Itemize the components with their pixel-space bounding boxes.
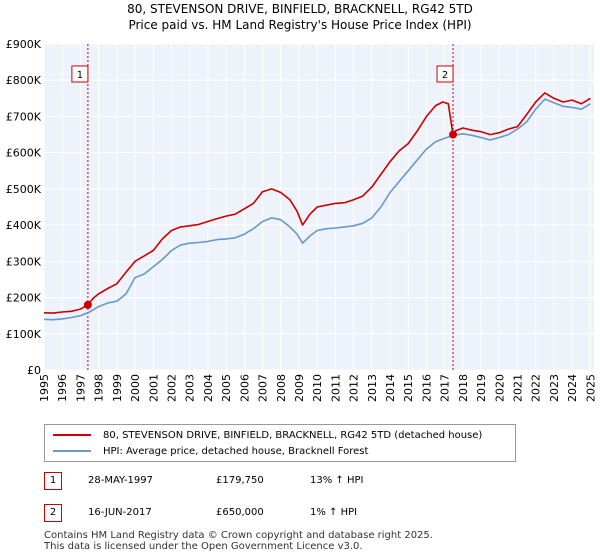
x-tick-label: 2006 [238, 374, 251, 402]
footer: Contains HM Land Registry data © Crown c… [44, 530, 433, 552]
legend-item-property: 80, STEVENSON DRIVE, BINFIELD, BRACKNELL… [53, 427, 482, 443]
y-tick-label: £800K [6, 74, 42, 87]
x-tick-label: 2020 [493, 374, 506, 402]
y-tick-label: £600K [6, 147, 42, 160]
x-tick-label: 2009 [293, 374, 306, 402]
series-line-property [43, 92, 591, 314]
sale-marker-1: 1 [44, 472, 62, 490]
x-tick-label: 1995 [38, 374, 51, 402]
legend-label-property: 80, STEVENSON DRIVE, BINFIELD, BRACKNELL… [103, 429, 483, 441]
x-tick-label: 2016 [420, 374, 433, 402]
chart-subtitle: Price paid vs. HM Land Registry's House … [128, 18, 472, 32]
x-tick-label: 2019 [475, 374, 488, 402]
x-tick-label: 2005 [220, 374, 233, 402]
x-tick-label: 2022 [530, 374, 543, 402]
footer-licence: This data is licensed under the Open Gov… [44, 541, 363, 552]
y-tick-label: £100K [6, 328, 42, 341]
sale-label-1: 1 [77, 70, 83, 81]
sale-point-1 [83, 300, 92, 309]
sale-label-box-1 [71, 65, 89, 83]
x-tick-label: 2018 [457, 374, 470, 402]
series-line-hpi [43, 98, 591, 321]
x-tick-label: 2000 [129, 374, 142, 402]
x-tick-label: 2011 [329, 374, 342, 402]
y-tick-label: £0 [27, 364, 41, 377]
sale-price-1: £179,750 [216, 475, 264, 486]
legend: 80, STEVENSON DRIVE, BINFIELD, BRACKNELL… [44, 424, 516, 462]
x-tick-label: 2021 [512, 374, 525, 402]
y-tick-label: £200K [6, 292, 42, 305]
chart-title: 80, STEVENSON DRIVE, BINFIELD, BRACKNELL… [127, 2, 473, 16]
x-tick-label: 2010 [311, 374, 324, 402]
sale-marker-2: 2 [44, 504, 62, 522]
x-tick-label: 2004 [202, 374, 215, 402]
x-tick-label: 2023 [548, 374, 561, 402]
x-tick-label: 1998 [93, 374, 106, 402]
x-tick-label: 1996 [56, 374, 69, 402]
x-tick-label: 1997 [74, 374, 87, 402]
sale-label-2: 2 [442, 70, 448, 81]
price-chart: £0 £100K £200K £300K £400K £500K £600K £700K £80… [6, 38, 598, 402]
x-tick-label: 2017 [439, 374, 452, 402]
legend-swatch-hpi [53, 450, 91, 452]
y-tick-label: £500K [6, 183, 42, 196]
sale-price-2: £650,000 [216, 507, 264, 518]
x-tick-label: 2002 [165, 374, 178, 402]
x-tick-label: 2015 [402, 374, 415, 402]
y-tick-label: £300K [6, 255, 42, 268]
y-tick-label: £400K [6, 219, 42, 232]
x-tick-label: 2007 [257, 374, 270, 402]
x-tick-label: 2013 [366, 374, 379, 402]
x-tick-label: 2025 [584, 374, 597, 402]
legend-item-hpi: HPI: Average price, detached house, Brac… [53, 443, 368, 459]
sale-date-1: 28-MAY-1997 [88, 475, 154, 486]
sale-label-box-2 [436, 65, 454, 83]
y-tick-label: £700K [6, 110, 42, 123]
x-tick-label: 1999 [111, 374, 124, 402]
footer-copyright: Contains HM Land Registry data © Crown c… [44, 530, 433, 541]
x-tick-label: 2014 [384, 374, 397, 402]
x-tick-label: 2003 [184, 374, 197, 402]
x-tick-label: 2024 [566, 374, 579, 402]
y-tick-label: £900K [6, 38, 42, 51]
sale-hpi-1: 13% ↑ HPI [310, 475, 364, 486]
legend-label-hpi: HPI: Average price, detached house, Brac… [103, 445, 369, 457]
sale-date-2: 16-JUN-2017 [88, 507, 152, 518]
x-tick-label: 2001 [147, 374, 160, 402]
x-tick-label: 2008 [275, 374, 288, 402]
sale-hpi-2: 1% ↑ HPI [310, 507, 358, 518]
legend-swatch-property [53, 434, 91, 436]
sale-point-2 [449, 130, 458, 139]
x-tick-label: 2012 [348, 374, 361, 402]
